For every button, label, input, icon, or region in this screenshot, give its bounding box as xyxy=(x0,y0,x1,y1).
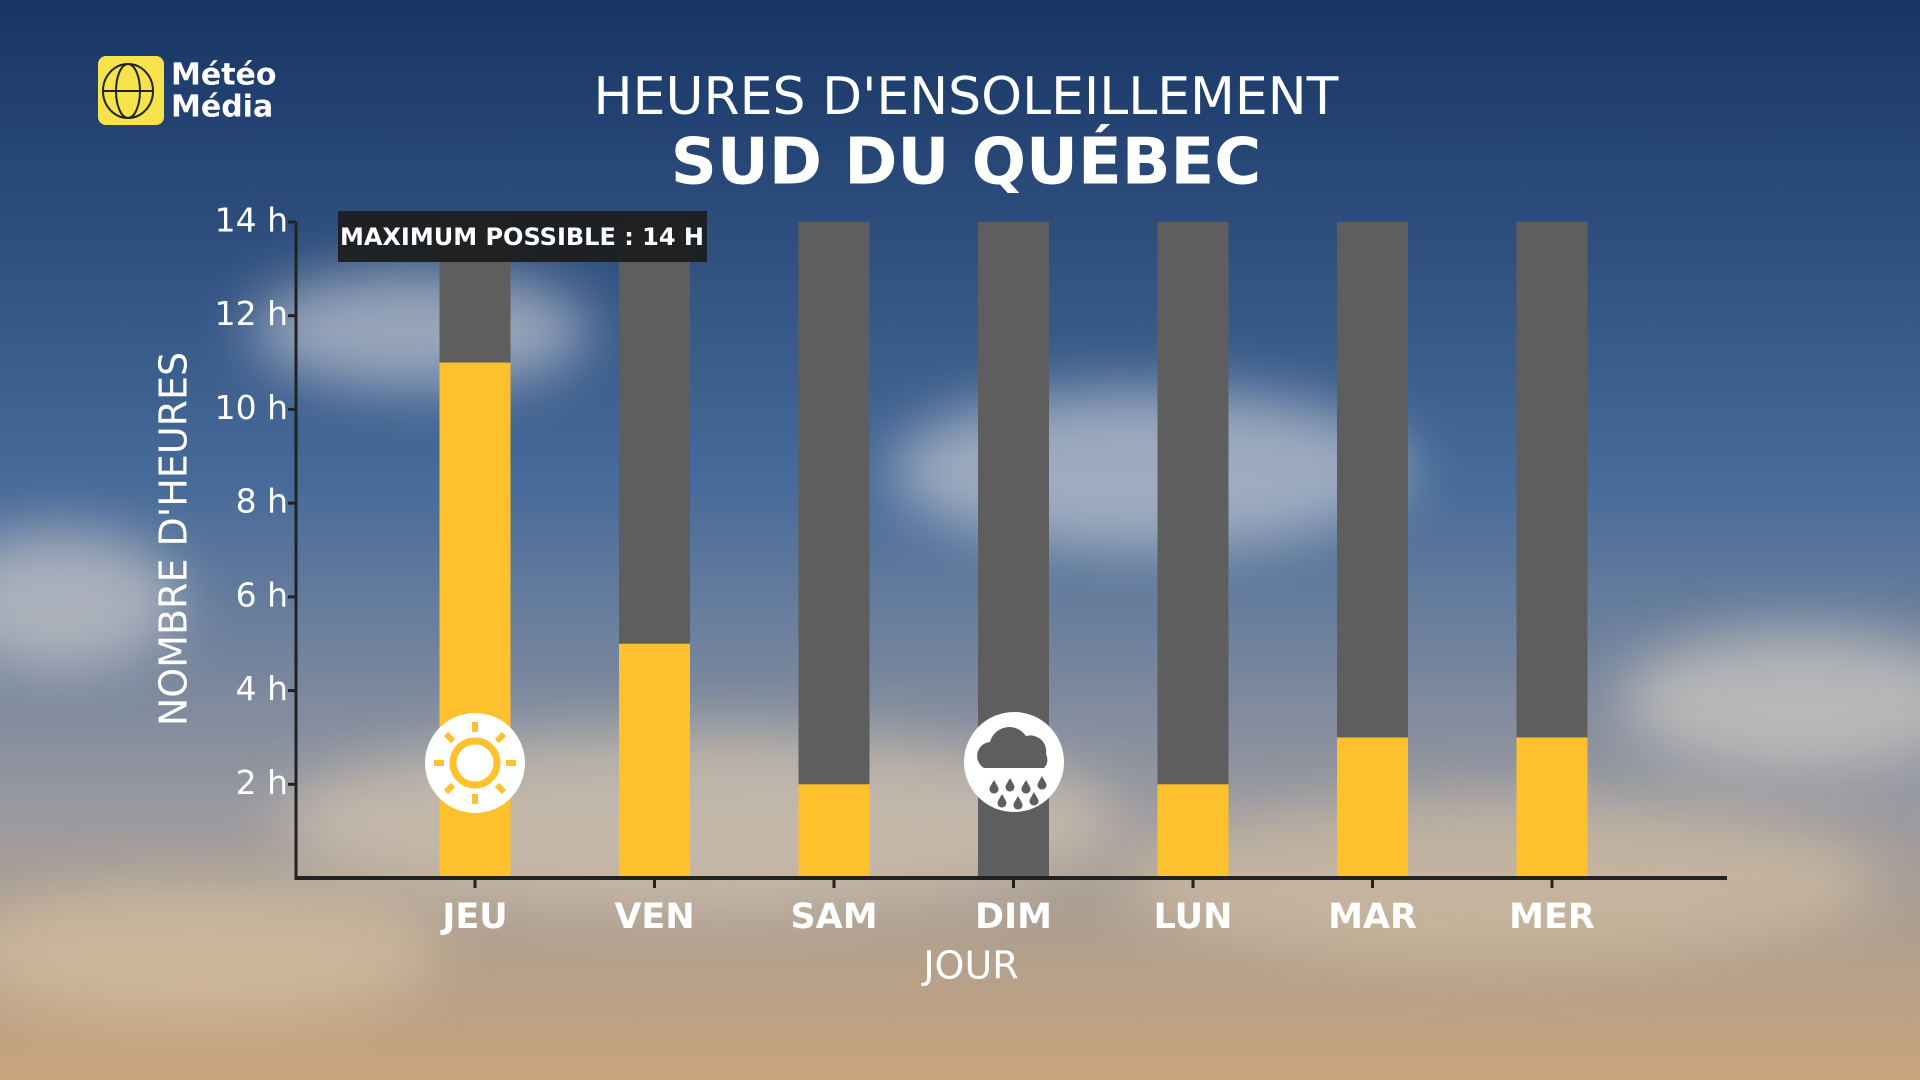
raindrop xyxy=(989,780,999,794)
logo-globe xyxy=(102,63,154,119)
bar xyxy=(1337,737,1408,878)
raindrop xyxy=(1037,776,1047,790)
x-tick-label: VEN xyxy=(614,897,694,937)
y-tick-label: 14 h xyxy=(215,201,288,240)
cloud xyxy=(977,727,1048,768)
x-tick-label: JEU xyxy=(440,897,507,937)
raindrop xyxy=(1029,792,1039,806)
y-axis-label: NOMBRE D'HEURES xyxy=(152,352,196,726)
max-bar xyxy=(1157,222,1229,878)
chart-title: HEURES D'ENSOLEILLEMENT xyxy=(594,67,1339,127)
sun-icon xyxy=(425,713,525,813)
annotation: MAXIMUM POSSIBLE : 14 H xyxy=(340,223,704,251)
bar xyxy=(1157,784,1229,878)
sun-ray xyxy=(443,731,456,744)
x-axis-label: JOUR xyxy=(921,944,1018,988)
logo-text: Média xyxy=(171,90,273,125)
x-tick-label: LUN xyxy=(1154,897,1233,937)
max-bar xyxy=(798,222,870,878)
y-tick-label: 10 h xyxy=(215,388,288,427)
y-tick-label: 12 h xyxy=(215,294,288,333)
plot: 2 h 4 h 6 h 8 h 10 h 12 h 14 h JEU VEN SAM DIM LUN M… xyxy=(215,201,1727,937)
y-tick-label: 6 h xyxy=(236,575,288,614)
bar xyxy=(1516,737,1588,878)
sun-ray xyxy=(443,782,456,795)
raindrop xyxy=(1021,780,1031,794)
overlay: MAXIMUM POSSIBLE : 14 H xyxy=(338,211,1064,813)
chart-subtitle: SUD DU QUÉBEC xyxy=(671,124,1261,200)
x-tick-label: MAR xyxy=(1328,897,1417,937)
x-tick-label: DIM xyxy=(975,897,1052,937)
rain-icon xyxy=(964,712,1064,812)
x-tick-label: MER xyxy=(1509,897,1595,937)
sun-ray xyxy=(494,782,507,795)
raindrop xyxy=(997,794,1007,808)
sun-ray xyxy=(494,731,507,744)
x-tick-label: SAM xyxy=(790,897,877,937)
bar xyxy=(798,784,870,878)
sun-disc xyxy=(449,737,501,789)
raindrop xyxy=(1005,778,1015,792)
y-tick-label: 4 h xyxy=(236,669,288,708)
y-tick-label: 2 h xyxy=(236,763,288,802)
raindrop xyxy=(1013,796,1023,810)
logo-text: Météo xyxy=(171,58,277,93)
bar xyxy=(619,643,690,878)
y-tick-label: 8 h xyxy=(236,482,288,521)
annotation-box xyxy=(338,211,707,262)
